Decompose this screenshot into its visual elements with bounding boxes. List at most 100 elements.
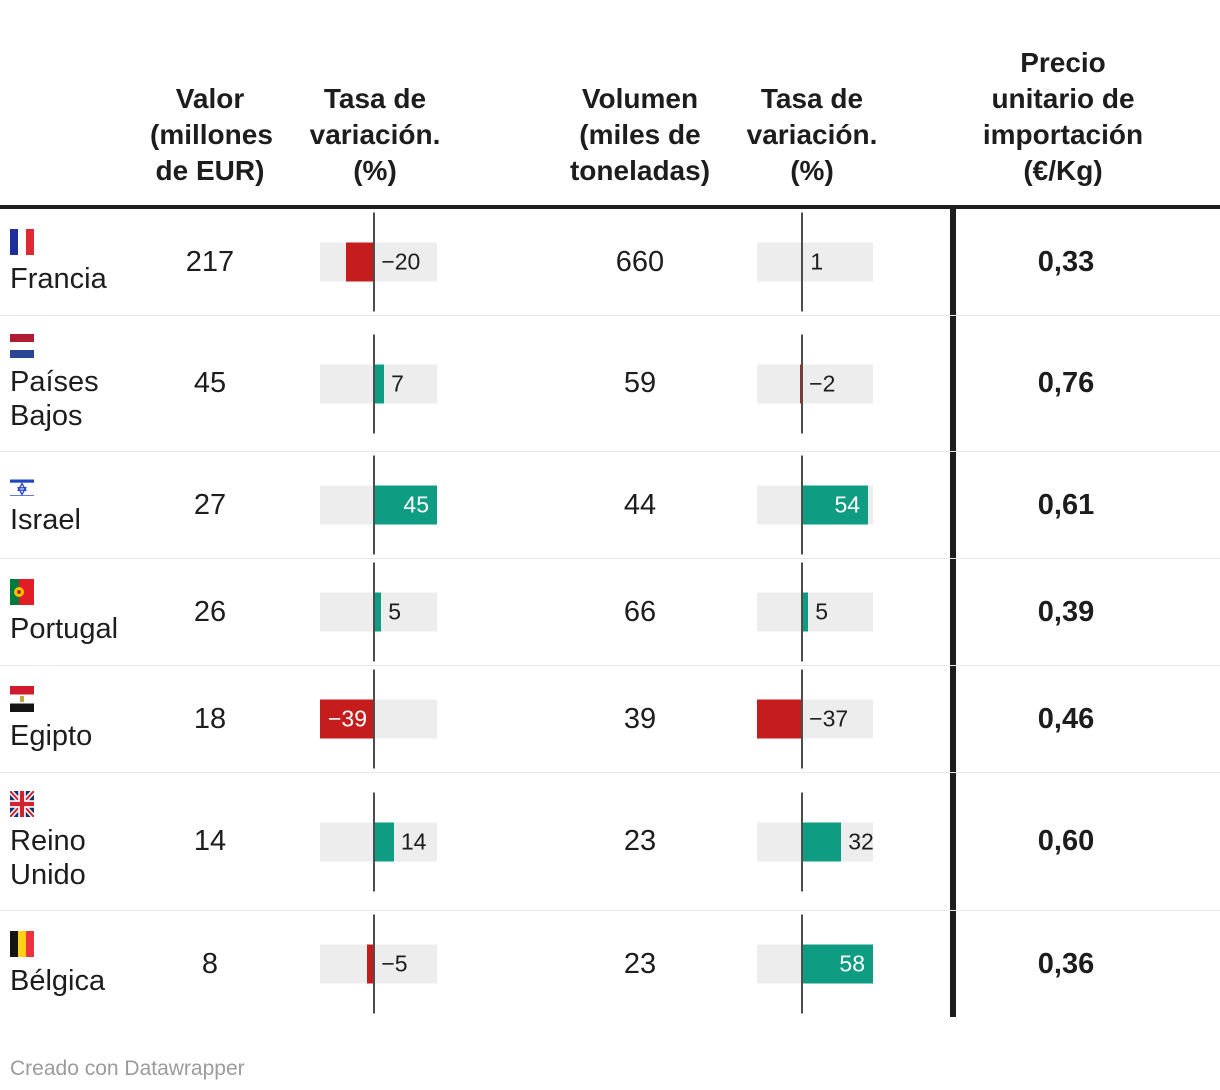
negative-bar (346, 242, 375, 282)
country-cell: Reino Unido (0, 773, 150, 910)
column-header-country (0, 189, 150, 205)
negative-bar (320, 699, 375, 739)
bar-value-label: −20 (381, 248, 421, 275)
table-row: Reino Unido 14 14 23 32 0,60 (0, 772, 1220, 910)
flag-il-icon (10, 474, 34, 496)
table-row: Egipto 18 −39 39 −37 0,46 (0, 665, 1220, 772)
attribution-link[interactable]: Creado con Datawrapper (10, 1057, 245, 1080)
valor-cell: 26 (193, 595, 227, 628)
precio-cell: 0,39 (950, 559, 1220, 665)
negative-bar (367, 944, 375, 984)
column-header-volumen: Volumen (miles de toneladas) (569, 83, 711, 186)
valor-cell: 8 (201, 947, 219, 980)
volumen-cell: 59 (623, 367, 657, 399)
variation-bar-chart-cell: 14 (270, 773, 540, 910)
flag-fr-icon (10, 228, 34, 255)
country-name: Francia (10, 262, 107, 295)
table-row: Francia 217 −20 660 1 0,33 (0, 209, 1220, 315)
volumen-cell: 44 (623, 488, 657, 521)
variation-bar-chart-cell: 54 (740, 452, 950, 558)
variation-bar-chart-cell: −20 (270, 209, 540, 315)
zero-axis-line (373, 669, 376, 769)
table-row: Portugal 26 5 66 5 0,39 (0, 558, 1220, 665)
variation-bar-chart-cell: 58 (740, 911, 950, 1017)
positive-bar (374, 592, 382, 632)
column-header-tasa-valor: Tasa de variación. (%) (309, 83, 441, 186)
bar-value-label: −5 (381, 950, 408, 977)
valor-cell: 27 (193, 488, 227, 521)
valor-cell: 18 (193, 702, 227, 735)
bar-background (757, 592, 873, 632)
column-header-precio: Precio unitario de importación (€/Kg) (982, 47, 1144, 186)
flag-nl-icon (10, 334, 34, 358)
valor-cell: 217 (185, 245, 235, 278)
variation-bar-chart-cell: 7 (270, 316, 540, 451)
country-name: Bélgica (10, 964, 106, 997)
bar-value-label: −39 (328, 705, 368, 732)
bar-value-label: −37 (809, 705, 849, 732)
precio-cell: 0,61 (950, 452, 1220, 558)
bar-background (320, 944, 437, 984)
country-cell: Egipto (0, 666, 150, 772)
flag-pt-icon (10, 578, 34, 605)
country-name: Egipto (10, 719, 93, 752)
variation-bar-chart-cell: −5 (270, 911, 540, 1017)
table-row: Países Bajos 45 7 59 −2 0,76 (0, 315, 1220, 451)
variation-bar-chart-cell: −39 (270, 666, 540, 772)
positive-bar (802, 822, 842, 861)
bar-background (320, 242, 437, 282)
country-name: Países Bajos (10, 366, 99, 432)
variation-bar-chart-cell: 1 (740, 209, 950, 315)
flag-eg-icon (10, 685, 34, 712)
zero-axis-line (801, 562, 804, 662)
country-cell: Países Bajos (0, 316, 150, 451)
flag-gb-icon (10, 791, 34, 817)
positive-bar (802, 944, 873, 984)
country-cell: Israel (0, 452, 150, 558)
country-cell: Francia (0, 209, 150, 315)
country-cell: Portugal (0, 559, 150, 665)
country-name: Israel (10, 503, 81, 536)
zero-axis-line (801, 455, 804, 555)
negative-bar (757, 699, 803, 739)
zero-axis-line (801, 792, 804, 891)
positive-bar (374, 364, 385, 403)
volumen-cell: 660 (615, 245, 665, 278)
zero-axis-line (801, 334, 804, 433)
positive-bar (374, 822, 394, 861)
zero-axis-line (373, 792, 376, 891)
variation-bar-chart-cell: 45 (270, 452, 540, 558)
variation-bar-chart-cell: 32 (740, 773, 950, 910)
variation-bar-chart-cell: −37 (740, 666, 950, 772)
zero-axis-line (373, 562, 376, 662)
column-header-tasa-volumen: Tasa de variación. (%) (746, 83, 878, 186)
variation-bar-chart-cell: −2 (740, 316, 950, 451)
valor-cell: 14 (193, 825, 227, 857)
variation-bar-chart-cell: 5 (270, 559, 540, 665)
bar-value-label: 32 (848, 828, 874, 854)
bar-value-label: 7 (391, 370, 404, 396)
volumen-cell: 66 (623, 595, 657, 628)
zero-axis-line (373, 334, 376, 433)
precio-cell: 0,36 (950, 911, 1220, 1017)
volumen-cell: 23 (623, 947, 657, 980)
country-name: Portugal (10, 612, 119, 645)
table-header: Valor (millones de EUR) Tasa de variació… (0, 0, 1220, 209)
bar-value-label: 1 (810, 248, 824, 275)
positive-bar (802, 485, 869, 525)
precio-cell: 0,76 (950, 316, 1220, 451)
column-header-valor: Valor (millones de EUR) (150, 83, 273, 186)
precio-cell: 0,33 (950, 209, 1220, 315)
bar-value-label: 5 (388, 598, 402, 625)
variation-bar-chart-cell: 5 (740, 559, 950, 665)
bar-value-label: 14 (400, 828, 427, 854)
positive-bar (374, 485, 437, 525)
zero-axis-line (801, 212, 804, 312)
precio-cell: 0,60 (950, 773, 1220, 910)
bar-value-label: 45 (403, 491, 429, 518)
zero-axis-line (801, 914, 804, 1014)
bar-value-label: 54 (834, 491, 861, 518)
volumen-cell: 39 (623, 702, 657, 735)
valor-cell: 45 (193, 367, 227, 399)
